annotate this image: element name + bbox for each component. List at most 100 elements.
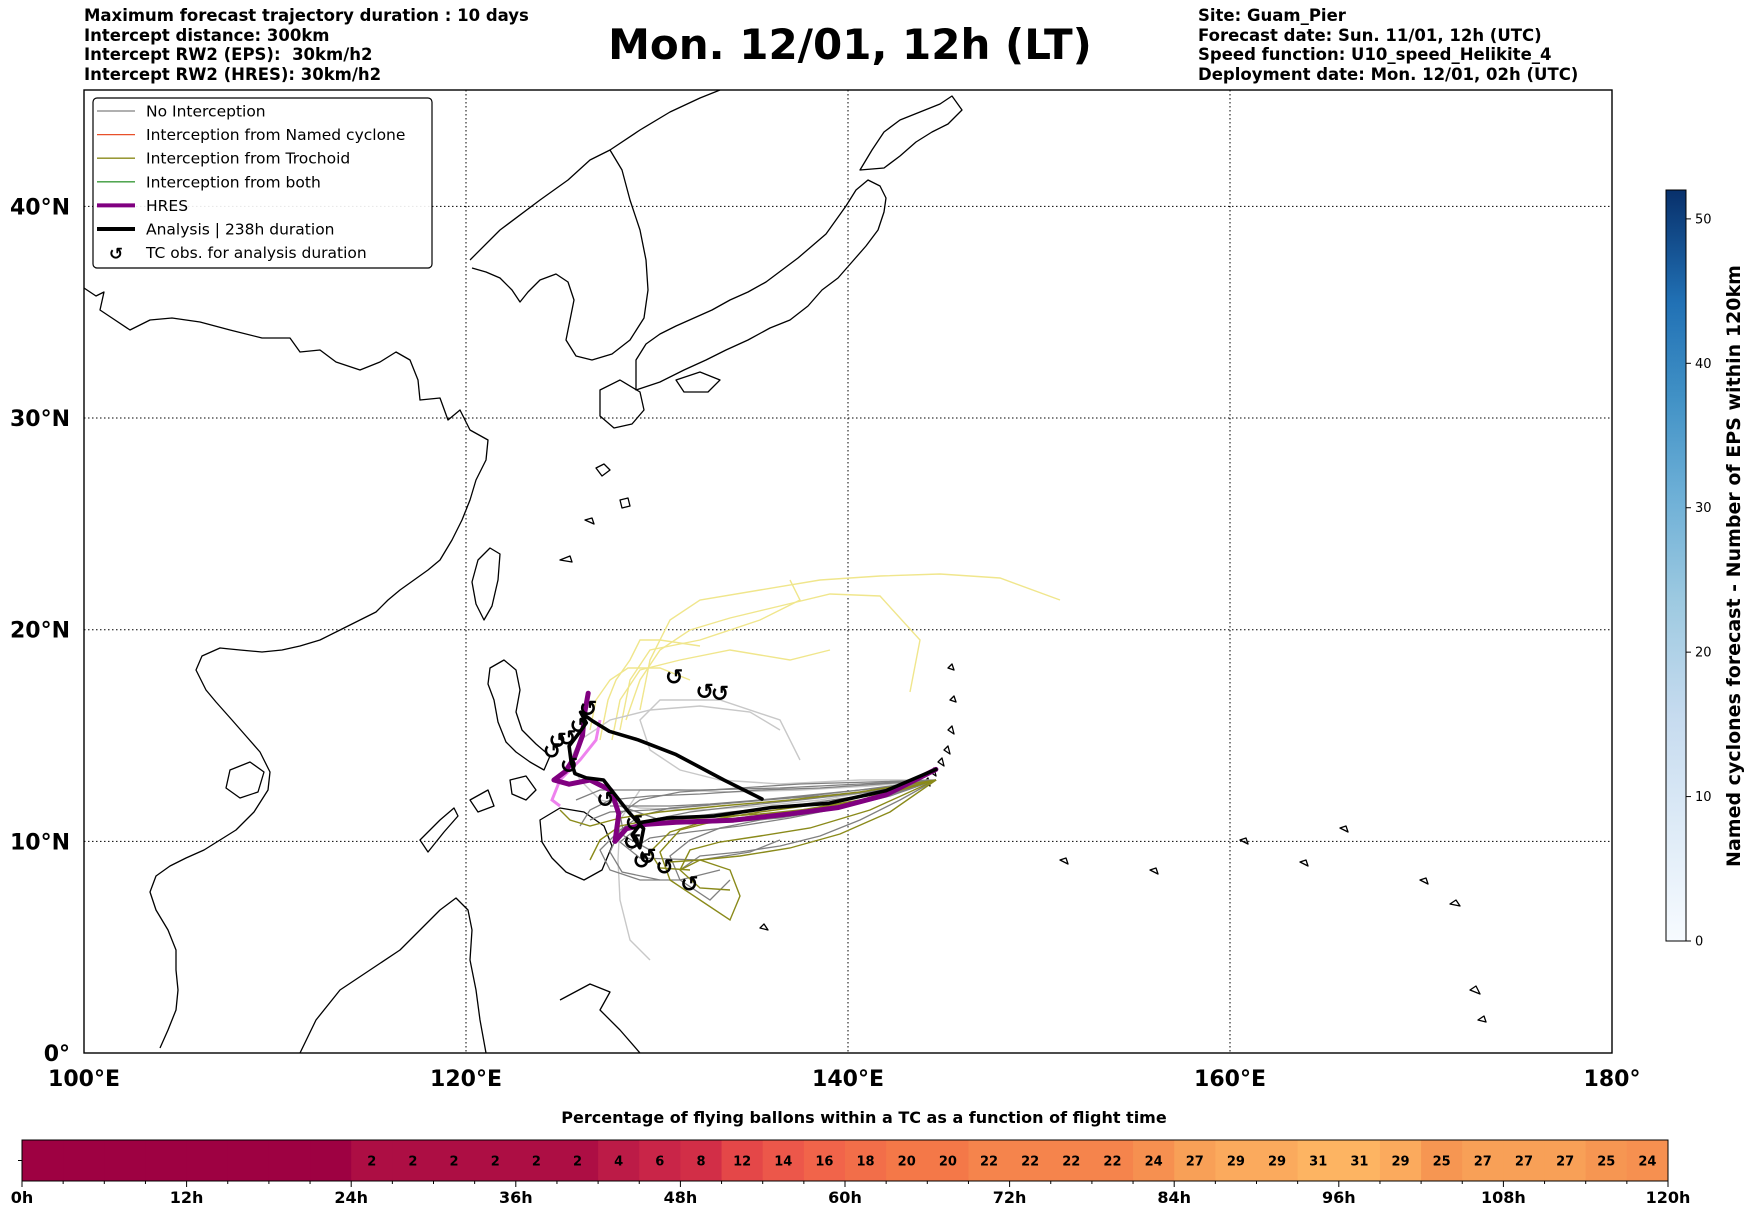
page-title: Mon. 12/01, 12h (LT): [608, 20, 1092, 69]
x-axis-ticks: 100°E 120°E 140°E 160°E 180°: [48, 1067, 1640, 1092]
legend-label: Analysis | 238h duration: [146, 221, 335, 239]
legend-marker-icon: ↺: [109, 245, 123, 265]
tc-obs-marker: ↺: [569, 714, 587, 739]
pct-value-label: 22: [1103, 1155, 1121, 1170]
hainan-coast: [225, 761, 265, 799]
tc-obs-marker: ↺: [638, 845, 656, 870]
pct-segment: [1462, 1140, 1504, 1181]
pct-value-label: 25: [1597, 1155, 1615, 1170]
pct-value-label: 27: [1556, 1155, 1574, 1170]
pct-value-label: 18: [857, 1155, 875, 1170]
percentage-bar-title: Percentage of flying ballons within a TC…: [561, 1108, 1167, 1127]
legend-label: TC obs. for analysis duration: [145, 244, 367, 262]
pct-value-label: 22: [980, 1155, 998, 1170]
pct-time-label: 120h: [1646, 1188, 1691, 1207]
pct-segment: [845, 1140, 887, 1181]
pct-segment: [598, 1140, 640, 1181]
pct-segment: [392, 1140, 434, 1181]
pct-segment: [145, 1140, 188, 1181]
legend-label: HRES: [146, 197, 188, 215]
pct-time-label: 0h: [11, 1188, 34, 1207]
legend-box: [92, 97, 433, 269]
intercept-eps-text: Intercept RW2 (EPS): 30km/h2: [84, 45, 373, 64]
pct-segment: [1215, 1140, 1257, 1181]
pct-segment: [1503, 1140, 1546, 1181]
pct-segment: [1174, 1140, 1216, 1181]
pct-segment: [1421, 1140, 1463, 1181]
map-border: [83, 89, 1613, 1054]
tc-obs-marker: ↺: [579, 697, 597, 722]
hres-track: [551, 690, 939, 844]
colorbar-tick-label: 30: [1695, 501, 1712, 516]
pct-segment: [1009, 1140, 1052, 1181]
tc-obs-marker: ↺: [560, 754, 578, 779]
site-text: Site: Guam_Pier: [1198, 6, 1346, 25]
marianas-chain: [923, 663, 957, 787]
pct-value-label: 2: [408, 1155, 417, 1170]
tc-obs-markers: ↺↺↺↺↺↺↺↺↺↺↺↺↺↺↺↺: [543, 665, 730, 897]
pct-value-label: 31: [1309, 1155, 1327, 1170]
pct-value-label: 27: [1515, 1155, 1533, 1170]
colorbar-tick-label: 20: [1695, 646, 1712, 661]
pct-segment: [556, 1140, 599, 1181]
pct-segment: [886, 1140, 928, 1181]
japan-hokkaido: [859, 95, 963, 171]
pct-value-label: 2: [367, 1155, 376, 1170]
x-tick-label: 140°E: [812, 1067, 884, 1092]
pct-segment: [762, 1140, 805, 1181]
pct-time-label: 36h: [499, 1188, 533, 1207]
pct-value-label: 2: [491, 1155, 500, 1170]
pct-value-label: 2: [450, 1155, 459, 1170]
pct-time-label: 108h: [1481, 1188, 1526, 1207]
pct-value-label: 20: [939, 1155, 957, 1170]
y-tick-label: 0°: [44, 1042, 70, 1067]
colorbar-tick-label: 10: [1695, 790, 1712, 805]
pct-segment: [1091, 1140, 1134, 1181]
coastlines: [84, 90, 1487, 1053]
pct-segment: [1585, 1140, 1628, 1181]
x-tick-label: 100°E: [48, 1067, 120, 1092]
pct-value-label: 2: [532, 1155, 541, 1170]
pct-segment: [680, 1140, 723, 1181]
pct-value-label: 12: [733, 1155, 751, 1170]
colorbar-tick-label: 40: [1695, 357, 1712, 372]
pct-value-label: 2: [573, 1155, 582, 1170]
tc-obs-marker: ↺: [596, 788, 614, 813]
colorbar-label: Named cyclones forecast - Number of EPS …: [1723, 265, 1745, 867]
tc-obs-marker: ↺: [665, 665, 683, 690]
y-tick-label: 10°N: [10, 830, 70, 855]
legend-label: Interception from Named cyclone: [146, 126, 405, 144]
pct-segment: [104, 1140, 146, 1181]
tc-obs-marker: ↺: [696, 680, 714, 705]
x-tick-label: 120°E: [430, 1067, 502, 1092]
header-right-info: Site: Guam_Pier Forecast date: Sun. 11/0…: [1198, 6, 1578, 84]
header-left-info: Maximum forecast trajectory duration : 1…: [84, 6, 529, 84]
korea-coast: [469, 149, 649, 361]
pct-segment: [803, 1140, 846, 1181]
main-tracks: [551, 690, 939, 850]
legend-label: Interception from Trochoid: [146, 150, 350, 168]
map-legend: No Interception Interception from Named c…: [92, 97, 433, 269]
pct-segment: [433, 1140, 476, 1181]
pct-value-label: 29: [1227, 1155, 1245, 1170]
pct-segment: [310, 1140, 352, 1181]
pct-segment: [186, 1140, 229, 1181]
tc-obs-marker: ↺: [655, 856, 673, 881]
pct-value-label: 31: [1350, 1155, 1368, 1170]
y-tick-label: 30°N: [10, 407, 70, 432]
forecast-date-text: Forecast date: Sun. 11/01, 12h (UTC): [1198, 25, 1542, 45]
pct-value-label: 22: [1062, 1155, 1080, 1170]
pct-time-label: 84h: [1157, 1188, 1191, 1207]
mindanao-coast: [539, 807, 613, 881]
pct-value-label: 6: [655, 1155, 664, 1170]
pct-value-label: 8: [696, 1155, 705, 1170]
yellow-trajectories: [589, 573, 1061, 741]
speed-function-text: Speed function: U10_speed_Helikite_4: [1198, 45, 1552, 64]
pct-value-label: 25: [1433, 1155, 1451, 1170]
pct-segment: [1544, 1140, 1587, 1181]
y-axis-ticks: 0° 10°N 20°N 30°N 40°N: [10, 195, 70, 1067]
pct-time-label: 48h: [664, 1188, 698, 1207]
pct-segment: [1050, 1140, 1093, 1181]
pct-value-label: 27: [1474, 1155, 1492, 1170]
pct-time-label: 12h: [170, 1188, 204, 1207]
